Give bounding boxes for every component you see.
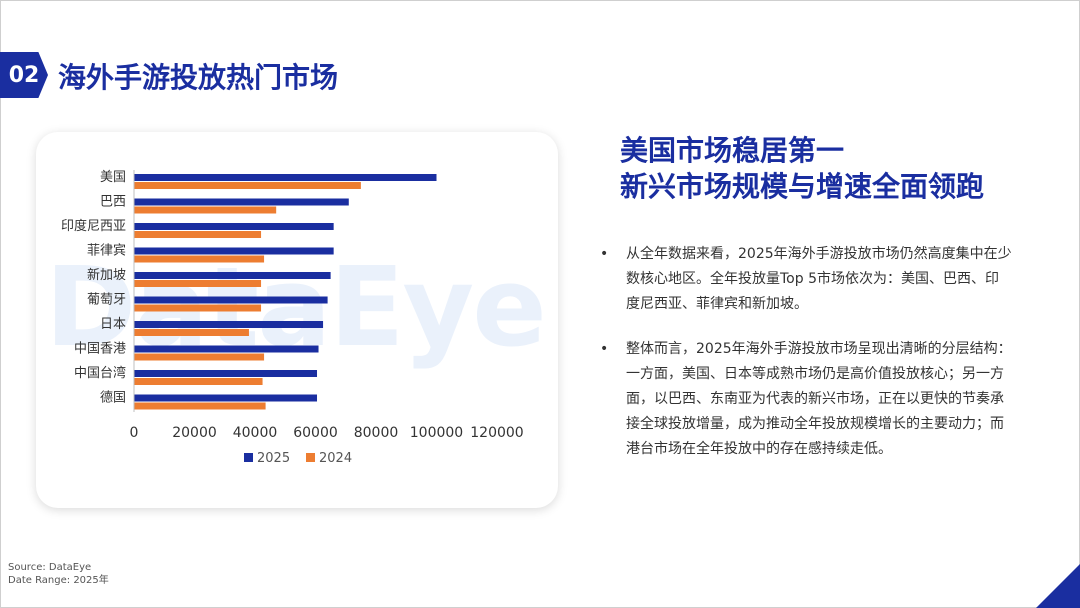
bar-2025 [134, 247, 334, 255]
bar-2025 [134, 174, 437, 181]
bar-2025 [134, 394, 318, 402]
category-label: 美国 [100, 170, 126, 185]
category-label: 印度尼西亚 [61, 218, 126, 234]
bar-2024 [134, 378, 263, 385]
category-label: 中国台湾 [74, 365, 126, 381]
x-tick-label: 40000 [233, 425, 278, 441]
bar-2025 [134, 370, 318, 377]
x-tick-label: 60000 [293, 425, 338, 441]
bullet-text: 整体而言，2025年海外手游投放市场呈现出清晰的分层结构：一方面，美国、日本等成… [626, 341, 1012, 457]
bar-2025 [134, 223, 334, 230]
headline: 美国市场稳居第一 新兴市场规模与增速全面领跑 [620, 133, 984, 205]
bar-2024 [134, 402, 266, 410]
chart-card [36, 132, 558, 508]
headline-line-1: 美国市场稳居第一 [620, 134, 845, 167]
section-title: 海外手游投放热门市场 [58, 61, 339, 94]
bar-2024 [134, 231, 262, 238]
legend-label: 2025 [257, 451, 290, 466]
category-label: 巴西 [100, 195, 126, 210]
bullet-dot: • [600, 246, 609, 262]
source-note: Source: DataEye [8, 562, 92, 573]
bar-2024 [134, 206, 277, 214]
category-label: 葡萄牙 [87, 293, 126, 308]
category-label: 菲律宾 [87, 243, 126, 259]
legend-swatch-2025 [244, 453, 253, 462]
x-tick-label: 0 [130, 425, 139, 441]
footer: Source: DataEye Date Range: 2025年 [8, 561, 109, 587]
bar-2024 [134, 255, 265, 263]
bar-2024 [134, 280, 262, 287]
category-label: 德国 [100, 391, 126, 406]
x-tick-label: 80000 [354, 425, 399, 441]
bullet-list: • 从全年数据来看，2025年海外手游投放市场仍然高度集中在少数核心地区。全年投… [600, 242, 1012, 482]
category-label: 新加坡 [87, 267, 126, 283]
headline-line-2: 新兴市场规模与增速全面领跑 [620, 170, 985, 203]
bar-2025 [134, 296, 328, 304]
bullet-text: 从全年数据来看，2025年海外手游投放市场仍然高度集中在少数核心地区。全年投放量… [626, 246, 1012, 312]
bullet-dot: • [600, 341, 609, 357]
category-label: 中国香港 [74, 342, 126, 357]
bar-2025 [134, 198, 349, 206]
bar-2024 [134, 304, 262, 312]
x-tick-label: 100000 [410, 425, 463, 441]
bullet-item: • 从全年数据来看，2025年海外手游投放市场仍然高度集中在少数核心地区。全年投… [600, 242, 1012, 317]
legend-swatch-2024 [306, 453, 315, 462]
category-label: 日本 [100, 317, 126, 332]
x-tick-label: 120000 [470, 425, 523, 441]
bar-2025 [134, 321, 324, 328]
bar-2024 [134, 353, 265, 361]
bar-2024 [134, 329, 249, 336]
date-range-note: Date Range: 2025年 [8, 575, 109, 586]
section-number-badge: 02 [0, 52, 48, 98]
x-tick-label: 20000 [172, 425, 217, 441]
bullet-item: • 整体而言，2025年海外手游投放市场呈现出清晰的分层结构：一方面，美国、日本… [600, 337, 1012, 462]
bar-2024 [134, 182, 361, 189]
bar-2025 [134, 272, 331, 279]
legend-label: 2024 [319, 451, 352, 466]
bar-2025 [134, 345, 319, 353]
